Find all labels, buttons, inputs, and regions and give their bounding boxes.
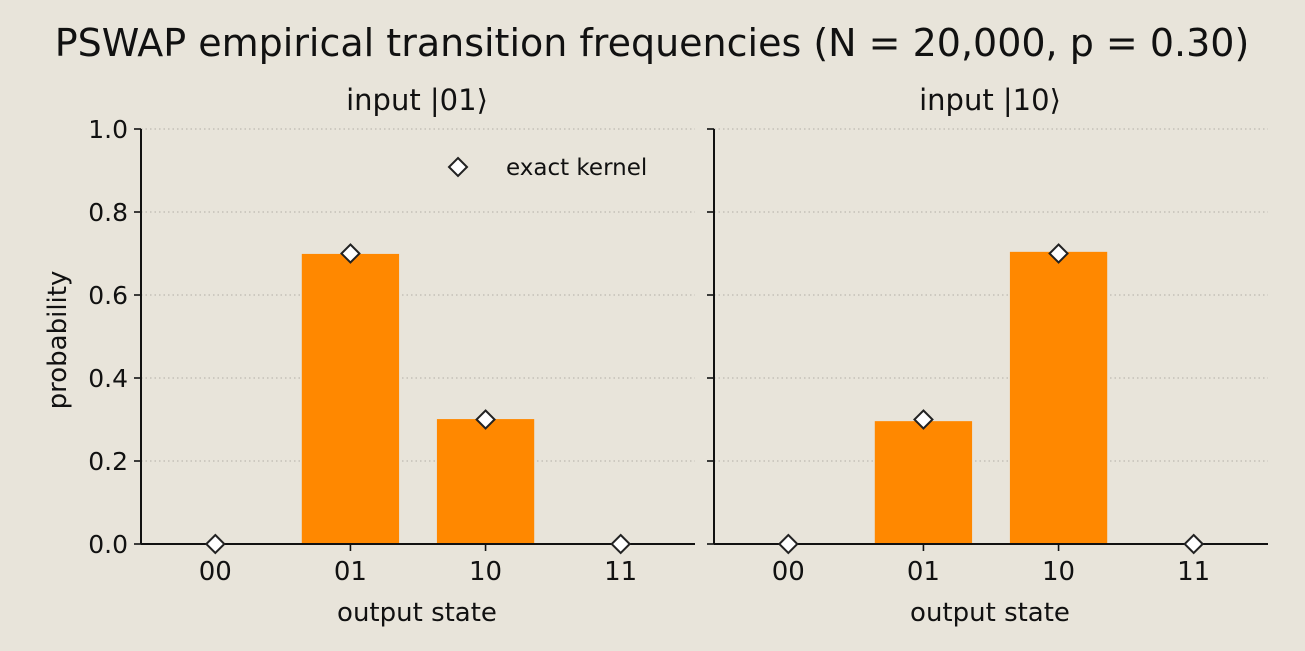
- exact-kernel-marker-00: [204, 533, 226, 555]
- x-tick-label-11: 11: [604, 557, 637, 587]
- panel-title: input |01⟩: [346, 83, 488, 117]
- y-tick-label: 0.0: [88, 530, 128, 559]
- legend-diamond-marker: [447, 156, 469, 178]
- y-tick-label: 0.2: [88, 447, 128, 476]
- y-axis-label: probability: [43, 271, 73, 410]
- plot-area-right: 00 01 10 11: [707, 128, 1268, 587]
- x-tick-label-10: 10: [469, 557, 502, 587]
- bar-01: [874, 421, 973, 544]
- x-tick-label-01: 01: [907, 557, 940, 587]
- exact-kernel-marker-01: [913, 409, 934, 430]
- figure-title: PSWAP empirical transition frequencies (…: [55, 21, 1250, 65]
- x-tick-label-11: 11: [1177, 557, 1210, 587]
- x-tick-label-10: 10: [1042, 557, 1075, 587]
- exact-kernel-marker-10: [1048, 243, 1069, 264]
- y-tick-label: 0.8: [88, 198, 128, 227]
- panel-input-01: input |01⟩ 0.0 0.2 0.4 0.6 0.8 1.0 00 01 10 11 pr…: [43, 83, 695, 628]
- legend-label: exact kernel: [506, 155, 647, 181]
- bar-10: [1009, 251, 1108, 544]
- y-tick-label: 0.4: [88, 364, 128, 393]
- y-tick-label: 0.6: [88, 281, 128, 310]
- bar-01: [301, 253, 400, 545]
- panel-input-10: input |10⟩ 00 01 10 11 output state: [707, 83, 1268, 628]
- panel-title: input |10⟩: [919, 83, 1061, 117]
- exact-kernel-marker-11: [1183, 533, 1205, 555]
- legend: exact kernel: [447, 155, 647, 181]
- x-axis-label: output state: [910, 598, 1070, 628]
- exact-kernel-marker-10: [475, 409, 496, 430]
- y-tick-label: 1.0: [88, 115, 128, 144]
- exact-kernel-marker-01: [340, 243, 361, 264]
- x-tick-label-00: 00: [772, 557, 805, 587]
- x-axis-label: output state: [337, 598, 497, 628]
- x-tick-label-01: 01: [334, 557, 367, 587]
- exact-kernel-marker-00: [777, 533, 799, 555]
- x-tick-label-00: 00: [199, 557, 232, 587]
- plot-area-left: 0.0 0.2 0.4 0.6 0.8 1.0 00 01 10 11: [88, 115, 695, 587]
- exact-kernel-marker-11: [610, 533, 632, 555]
- bar-10: [436, 419, 535, 544]
